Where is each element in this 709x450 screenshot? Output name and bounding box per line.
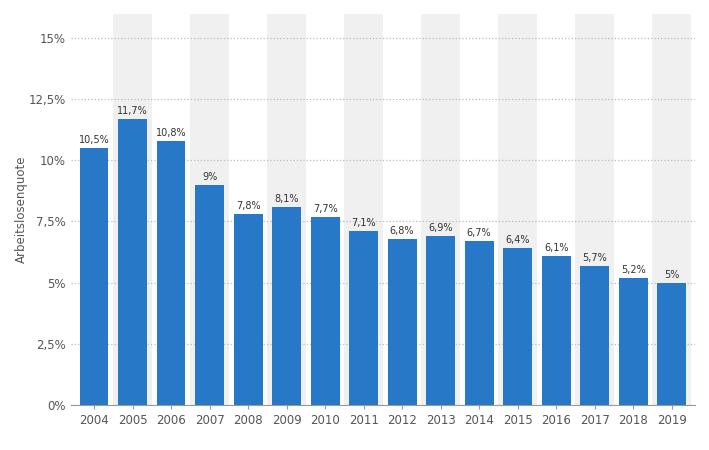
Bar	[195, 185, 224, 405]
Bar	[113, 14, 152, 405]
Bar	[349, 231, 378, 405]
Bar	[234, 214, 262, 405]
Bar	[464, 241, 493, 405]
Y-axis label: Arbeitslosenquote: Arbeitslosenquote	[16, 156, 28, 263]
Bar	[580, 266, 609, 405]
Bar	[619, 278, 647, 405]
Bar	[190, 14, 229, 405]
Text: 7,8%: 7,8%	[236, 201, 260, 211]
Text: 6,9%: 6,9%	[428, 223, 453, 233]
Text: 10,8%: 10,8%	[156, 128, 186, 138]
Text: 7,1%: 7,1%	[351, 218, 376, 228]
Text: 6,1%: 6,1%	[544, 243, 569, 253]
Text: 6,4%: 6,4%	[506, 235, 530, 245]
Text: 11,7%: 11,7%	[117, 106, 148, 116]
Bar	[576, 14, 614, 405]
Text: 9%: 9%	[202, 172, 217, 182]
Text: 5%: 5%	[664, 270, 679, 280]
Bar	[157, 141, 186, 405]
Text: 5,7%: 5,7%	[582, 252, 607, 263]
Bar	[79, 148, 108, 405]
Bar	[542, 256, 571, 405]
Bar	[657, 283, 686, 405]
Bar	[388, 238, 417, 405]
Bar	[118, 119, 147, 405]
Bar	[311, 216, 340, 405]
Text: 6,8%: 6,8%	[390, 226, 414, 236]
Text: 8,1%: 8,1%	[274, 194, 298, 204]
Bar	[503, 248, 532, 405]
Bar	[498, 14, 537, 405]
Bar	[421, 14, 460, 405]
Bar	[652, 14, 691, 405]
Text: 10,5%: 10,5%	[79, 135, 109, 145]
Bar	[426, 236, 455, 405]
Bar	[345, 14, 383, 405]
Text: 5,2%: 5,2%	[621, 265, 646, 275]
Bar	[272, 207, 301, 405]
Bar	[267, 14, 306, 405]
Text: 6,7%: 6,7%	[467, 228, 491, 238]
Text: 7,7%: 7,7%	[313, 204, 337, 214]
